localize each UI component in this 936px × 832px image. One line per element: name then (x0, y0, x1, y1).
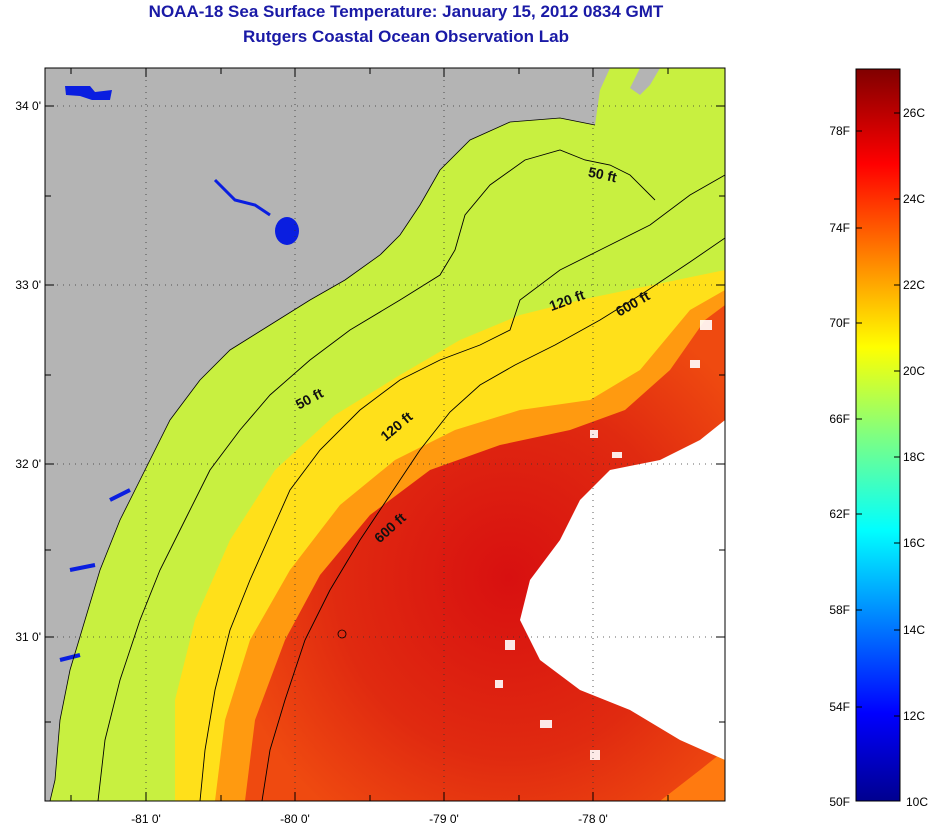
cloud-no-data-area (520, 420, 725, 760)
lat-label-32: 32 0' (15, 457, 41, 471)
lon-label-80: -80 0' (280, 812, 310, 826)
land-area (45, 68, 610, 801)
seamount-marker (337, 629, 347, 639)
map-subtitle: Rutgers Coastal Ocean Observation Lab (243, 27, 569, 46)
colorbar-c-10: 10C (906, 795, 928, 809)
coastline (49, 117, 596, 801)
map-frame (44, 67, 726, 802)
inland-river-north (65, 86, 112, 100)
colorbar-c-24: 24C (903, 192, 925, 206)
nearshore-orange-wedge (660, 750, 725, 801)
map-tick-marks (45, 68, 725, 801)
inland-channel (213, 178, 271, 217)
lat-label-34: 34 0' (15, 99, 41, 113)
colorbar-f-54: 54F (829, 700, 850, 714)
map-title: NOAA-18 Sea Surface Temperature: January… (148, 2, 664, 21)
land-northeast-point (630, 68, 660, 95)
lat-label-33: 33 0' (15, 278, 41, 292)
colorbar-f-58: 58F (829, 603, 850, 617)
colorbar-c-16: 16C (903, 536, 925, 550)
colorbar-f-70: 70F (829, 316, 850, 330)
isobath-120ft (199, 174, 725, 801)
cloud-fragments (495, 320, 712, 760)
lon-label-79: -79 0' (429, 812, 459, 826)
colorbar-gradient (855, 68, 901, 802)
colorbar-f-66: 66F (829, 412, 850, 426)
colorbar-c-14: 14C (903, 623, 925, 637)
colorbar-f-62: 62F (829, 507, 850, 521)
isobath-600ft (261, 237, 725, 801)
inland-inlet-south (59, 488, 131, 662)
colorbar-f-78: 78F (829, 124, 850, 138)
colorbar-f-50: 50F (829, 795, 850, 809)
inland-lake (275, 217, 299, 245)
colorbar-f-74: 74F (829, 221, 850, 235)
colorbar-ticks (856, 112, 900, 717)
colorbar-c-18: 18C (903, 450, 925, 464)
colorbar-c-22: 22C (903, 278, 925, 292)
colorbar-c-20: 20C (903, 364, 925, 378)
lon-label-78: -78 0' (578, 812, 608, 826)
lon-label-81: -81 0' (131, 812, 161, 826)
isobath-50ft (97, 149, 656, 801)
colorbar-c-12: 12C (903, 709, 925, 723)
graticule (45, 68, 725, 801)
contour-label-50ft-north: 50 ft (587, 164, 619, 186)
colorbar-c-26: 26C (903, 106, 925, 120)
lat-label-31: 31 0' (15, 630, 41, 644)
